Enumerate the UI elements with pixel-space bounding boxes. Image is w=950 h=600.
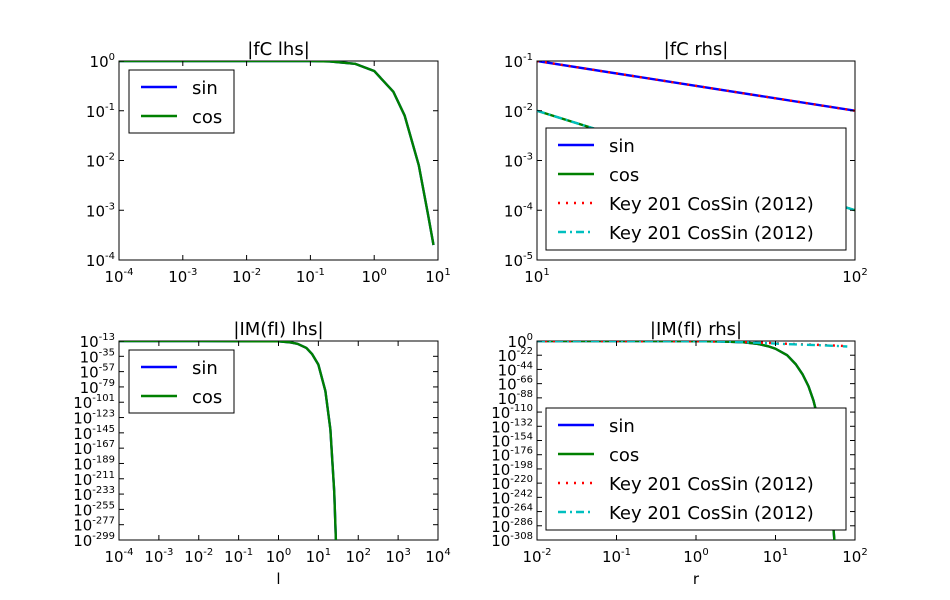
y-tick-label: 10-154 bbox=[491, 432, 533, 451]
y-tick-label: 10-66 bbox=[498, 375, 533, 394]
legend: sin cos bbox=[128, 349, 235, 414]
chart-title: |fC rhs| bbox=[664, 39, 729, 60]
legend-label: cos bbox=[609, 445, 639, 466]
x-tick-label: 102 bbox=[842, 547, 867, 566]
y-tick-label: 10-79 bbox=[80, 378, 115, 397]
y-tick-label: 10-145 bbox=[73, 424, 115, 443]
chart-title: |IM(fI) rhs| bbox=[650, 319, 742, 340]
y-tick-label: 10-123 bbox=[73, 409, 115, 428]
y-tick-label: 10-211 bbox=[73, 470, 115, 489]
x-tick-label: 10-3 bbox=[168, 267, 197, 286]
x-tick-label: 102 bbox=[842, 267, 867, 286]
x-tick-label: 10-2 bbox=[232, 267, 261, 286]
y-tick-label: 10-110 bbox=[491, 403, 533, 422]
x-tick-label: 10-1 bbox=[224, 547, 253, 566]
x-tick-label: 10-2 bbox=[522, 547, 551, 566]
legend-box bbox=[128, 349, 235, 414]
y-tick-label: 10-167 bbox=[73, 439, 115, 458]
legend-label: sin bbox=[192, 78, 218, 99]
legend-label: Key 201 CosSin (2012) bbox=[609, 194, 814, 215]
legend-label: sin bbox=[609, 136, 635, 157]
y-tick-label: 10-2 bbox=[86, 152, 115, 171]
x-tick-label: 101 bbox=[524, 267, 549, 286]
y-tick-label: 10-57 bbox=[80, 363, 115, 382]
x-tick-label: 10-1 bbox=[296, 267, 325, 286]
legend: sin cos bbox=[128, 69, 235, 134]
x-tick-label: 10-1 bbox=[602, 547, 631, 566]
legend: sin cos Key 201 CosSin (2012) Key 201 CosSi… bbox=[545, 127, 847, 251]
x-tick-label: 10-4 bbox=[104, 547, 133, 566]
panel-4: 10-2 10-1 100 101 102 10-30810-28610-26410-24… bbox=[491, 319, 868, 588]
series-line-key-201-cossin-2012- bbox=[537, 341, 848, 348]
y-tick-label: 10-44 bbox=[498, 360, 533, 379]
y-tick-label: 10-132 bbox=[491, 417, 533, 436]
y-tick-label: 10-242 bbox=[491, 488, 533, 507]
y-tick-label: 10-4 bbox=[504, 201, 533, 220]
y-tick-label: 100 bbox=[90, 52, 115, 71]
y-tick-label: 10-101 bbox=[73, 393, 115, 412]
x-tick-label: 100 bbox=[683, 547, 708, 566]
series-line-cos bbox=[119, 61, 435, 246]
x-tick-label: 101 bbox=[306, 547, 331, 566]
y-tick-label: 10-35 bbox=[80, 347, 115, 366]
legend-label: sin bbox=[609, 416, 635, 437]
legend-label: Key 201 CosSin (2012) bbox=[609, 223, 814, 244]
legend-label: cos bbox=[192, 107, 222, 128]
y-tick-label: 10-189 bbox=[73, 454, 115, 473]
x-tick-label: 10-3 bbox=[144, 547, 173, 566]
legend-label: cos bbox=[192, 387, 222, 408]
y-tick-label: 10-88 bbox=[498, 389, 533, 408]
y-tick-label: 10-255 bbox=[73, 500, 115, 519]
x-tick-label: 101 bbox=[763, 547, 788, 566]
y-tick-label: 10-22 bbox=[498, 346, 533, 365]
y-tick-label: 10-308 bbox=[491, 531, 533, 550]
y-tick-label: 10-1 bbox=[504, 52, 533, 71]
x-tick-label: 100 bbox=[266, 547, 291, 566]
y-tick-label: 10-176 bbox=[491, 446, 533, 465]
y-tick-label: 10-277 bbox=[73, 516, 115, 535]
panel-2: 101 102 10-5 10-4 10-3 10-2 10-1 |fC rhs| sin cos… bbox=[504, 39, 868, 286]
x-tick-label: 103 bbox=[385, 547, 410, 566]
y-tick-label: 10-198 bbox=[491, 460, 533, 479]
y-tick-label: 10-299 bbox=[73, 531, 115, 550]
chart-title: |IM(fI) lhs| bbox=[233, 319, 323, 340]
y-tick-label: 10-2 bbox=[504, 102, 533, 121]
x-tick-label: 104 bbox=[425, 547, 450, 566]
y-tick-label: 10-233 bbox=[73, 485, 115, 504]
y-tick-label: 10-3 bbox=[86, 201, 115, 220]
legend-label: cos bbox=[609, 165, 639, 186]
x-tick-label: 101 bbox=[425, 267, 450, 286]
x-tick-label: 102 bbox=[346, 547, 371, 566]
legend-label: Key 201 CosSin (2012) bbox=[609, 503, 814, 524]
y-tick-label: 10-4 bbox=[86, 251, 115, 270]
legend: sin cos Key 201 CosSin (2012) Key 201 CosSi… bbox=[545, 407, 847, 531]
x-tick-label: 10-4 bbox=[104, 267, 133, 286]
legend-box bbox=[128, 69, 235, 134]
y-tick-label: 10-264 bbox=[491, 503, 533, 522]
y-tick-label: 10-13 bbox=[80, 332, 115, 351]
y-tick-label: 10-5 bbox=[504, 251, 533, 270]
y-tick-label: 10-220 bbox=[491, 474, 533, 493]
series-line-cos bbox=[119, 341, 338, 540]
legend-label: Key 201 CosSin (2012) bbox=[609, 474, 814, 495]
x-axis-label: r bbox=[693, 570, 700, 588]
y-tick-label: 10-286 bbox=[491, 517, 533, 536]
legend-label: sin bbox=[192, 358, 218, 379]
y-tick-label: 10-1 bbox=[86, 102, 115, 121]
chart-title: |fC lhs| bbox=[247, 39, 310, 60]
legend-box bbox=[545, 127, 847, 251]
y-tick-label: 10-3 bbox=[504, 152, 533, 171]
panel-1: 10-4 10-3 10-2 10-1 100 101 10-4 10-3 10-2 10-1 10… bbox=[86, 39, 451, 286]
x-axis-label: l bbox=[276, 570, 280, 588]
legend-box bbox=[545, 407, 847, 531]
y-tick-label: 100 bbox=[508, 332, 533, 351]
series-line-key-201-cossin-2012- bbox=[537, 61, 855, 112]
panel-3: 10-4 10-3 10-2 10-1 100 101 102 103 10410-29910-… bbox=[73, 319, 451, 588]
x-tick-label: 10-2 bbox=[184, 547, 213, 566]
x-tick-label: 100 bbox=[361, 267, 386, 286]
